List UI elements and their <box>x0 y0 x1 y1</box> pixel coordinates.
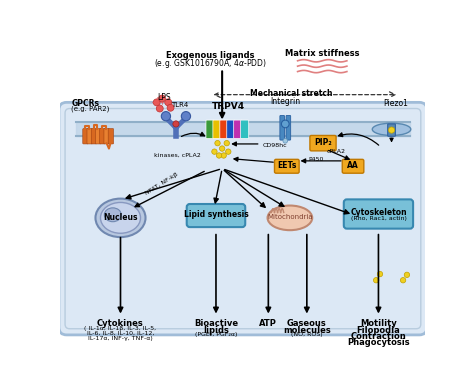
Text: Phagocytosis: Phagocytosis <box>347 338 410 347</box>
FancyBboxPatch shape <box>91 129 97 144</box>
Circle shape <box>182 111 191 121</box>
Text: NFAT, NF-kβ: NFAT, NF-kβ <box>145 172 179 196</box>
FancyBboxPatch shape <box>310 135 336 151</box>
Text: Motility: Motility <box>360 319 397 328</box>
Ellipse shape <box>100 203 140 233</box>
Text: LPS: LPS <box>157 93 171 102</box>
Text: molecules: molecules <box>283 326 331 335</box>
Text: IL-17α, INF-γ, TNF-α): IL-17α, INF-γ, TNF-α) <box>88 336 153 341</box>
Text: PIP₂: PIP₂ <box>314 138 332 147</box>
Text: Cytoskeleton: Cytoskeleton <box>350 208 407 217</box>
Circle shape <box>224 140 229 146</box>
Text: CD98hc: CD98hc <box>262 143 287 148</box>
Circle shape <box>161 111 171 121</box>
Text: lipids: lipids <box>203 326 229 335</box>
Circle shape <box>401 278 406 283</box>
FancyBboxPatch shape <box>206 120 214 138</box>
FancyBboxPatch shape <box>274 160 299 173</box>
Circle shape <box>156 105 163 112</box>
Circle shape <box>165 99 172 106</box>
Text: cPLA2: cPLA2 <box>327 149 346 154</box>
FancyBboxPatch shape <box>220 120 228 138</box>
Circle shape <box>374 278 379 283</box>
Circle shape <box>167 104 174 111</box>
Text: Matrix stiffness: Matrix stiffness <box>285 49 359 58</box>
FancyBboxPatch shape <box>241 120 249 138</box>
Circle shape <box>212 149 217 154</box>
Text: Filopodia: Filopodia <box>356 326 401 335</box>
Text: Lipid synthesis: Lipid synthesis <box>183 210 248 219</box>
Circle shape <box>215 140 220 146</box>
Text: Gaseous: Gaseous <box>287 319 327 328</box>
Text: ATP: ATP <box>259 319 277 328</box>
Text: Nucleus: Nucleus <box>103 213 138 222</box>
FancyBboxPatch shape <box>227 120 235 138</box>
Text: Exogenous ligands: Exogenous ligands <box>166 51 255 60</box>
Text: GPCRs: GPCRs <box>71 99 99 108</box>
Circle shape <box>283 138 288 143</box>
Text: (Rho, Rac1, actin): (Rho, Rac1, actin) <box>350 216 406 221</box>
FancyBboxPatch shape <box>83 129 88 144</box>
FancyBboxPatch shape <box>104 129 109 144</box>
Text: (e.g. PAR2): (e.g. PAR2) <box>71 106 109 112</box>
FancyBboxPatch shape <box>187 204 245 227</box>
Circle shape <box>216 153 222 158</box>
FancyBboxPatch shape <box>95 129 101 144</box>
Text: Piezo1: Piezo1 <box>383 99 408 108</box>
Text: (e.g. GSK1016790A, 4$\alpha$-PDD): (e.g. GSK1016790A, 4$\alpha$-PDD) <box>154 57 267 70</box>
Circle shape <box>219 146 225 151</box>
Circle shape <box>404 272 410 278</box>
FancyBboxPatch shape <box>388 124 395 136</box>
FancyBboxPatch shape <box>87 129 92 144</box>
FancyBboxPatch shape <box>108 129 114 144</box>
Circle shape <box>226 149 231 154</box>
Text: AA: AA <box>347 161 359 170</box>
FancyBboxPatch shape <box>100 129 105 144</box>
FancyBboxPatch shape <box>344 199 413 229</box>
Circle shape <box>282 120 289 128</box>
Circle shape <box>159 95 165 102</box>
Ellipse shape <box>104 208 121 222</box>
FancyBboxPatch shape <box>213 120 221 138</box>
FancyBboxPatch shape <box>342 160 364 173</box>
Text: TRPV4: TRPV4 <box>212 102 245 111</box>
Circle shape <box>221 153 227 158</box>
Circle shape <box>153 99 160 106</box>
Text: Mitochondria: Mitochondria <box>267 214 313 220</box>
FancyBboxPatch shape <box>234 120 242 138</box>
FancyBboxPatch shape <box>59 102 427 335</box>
Ellipse shape <box>372 123 411 135</box>
Circle shape <box>377 271 383 277</box>
Text: (NO, ROS): (NO, ROS) <box>291 332 323 337</box>
Text: TLR4: TLR4 <box>171 102 188 108</box>
Ellipse shape <box>267 206 312 230</box>
Circle shape <box>389 127 395 133</box>
Text: IL-6, IL-8, IL-10, IL-12,: IL-6, IL-8, IL-10, IL-12, <box>87 331 154 336</box>
Text: Contraction: Contraction <box>351 332 406 341</box>
FancyBboxPatch shape <box>280 115 284 140</box>
FancyBboxPatch shape <box>286 115 291 140</box>
Text: Cytokines: Cytokines <box>97 319 144 328</box>
Text: EETs: EETs <box>277 161 297 170</box>
Text: kinases, cPLA2: kinases, cPLA2 <box>154 153 201 158</box>
Text: P450: P450 <box>309 157 324 162</box>
Text: Mechanical stretch: Mechanical stretch <box>250 89 333 98</box>
Text: Bioactive: Bioactive <box>194 319 238 328</box>
Text: ( IL-1α, IL-1β, IL-3, IL-5,: ( IL-1α, IL-1β, IL-3, IL-5, <box>84 326 156 331</box>
Text: (PGE₂, PGF₂α): (PGE₂, PGF₂α) <box>195 332 237 337</box>
Circle shape <box>173 121 179 127</box>
Text: Integrin: Integrin <box>270 97 301 106</box>
Ellipse shape <box>95 199 146 237</box>
